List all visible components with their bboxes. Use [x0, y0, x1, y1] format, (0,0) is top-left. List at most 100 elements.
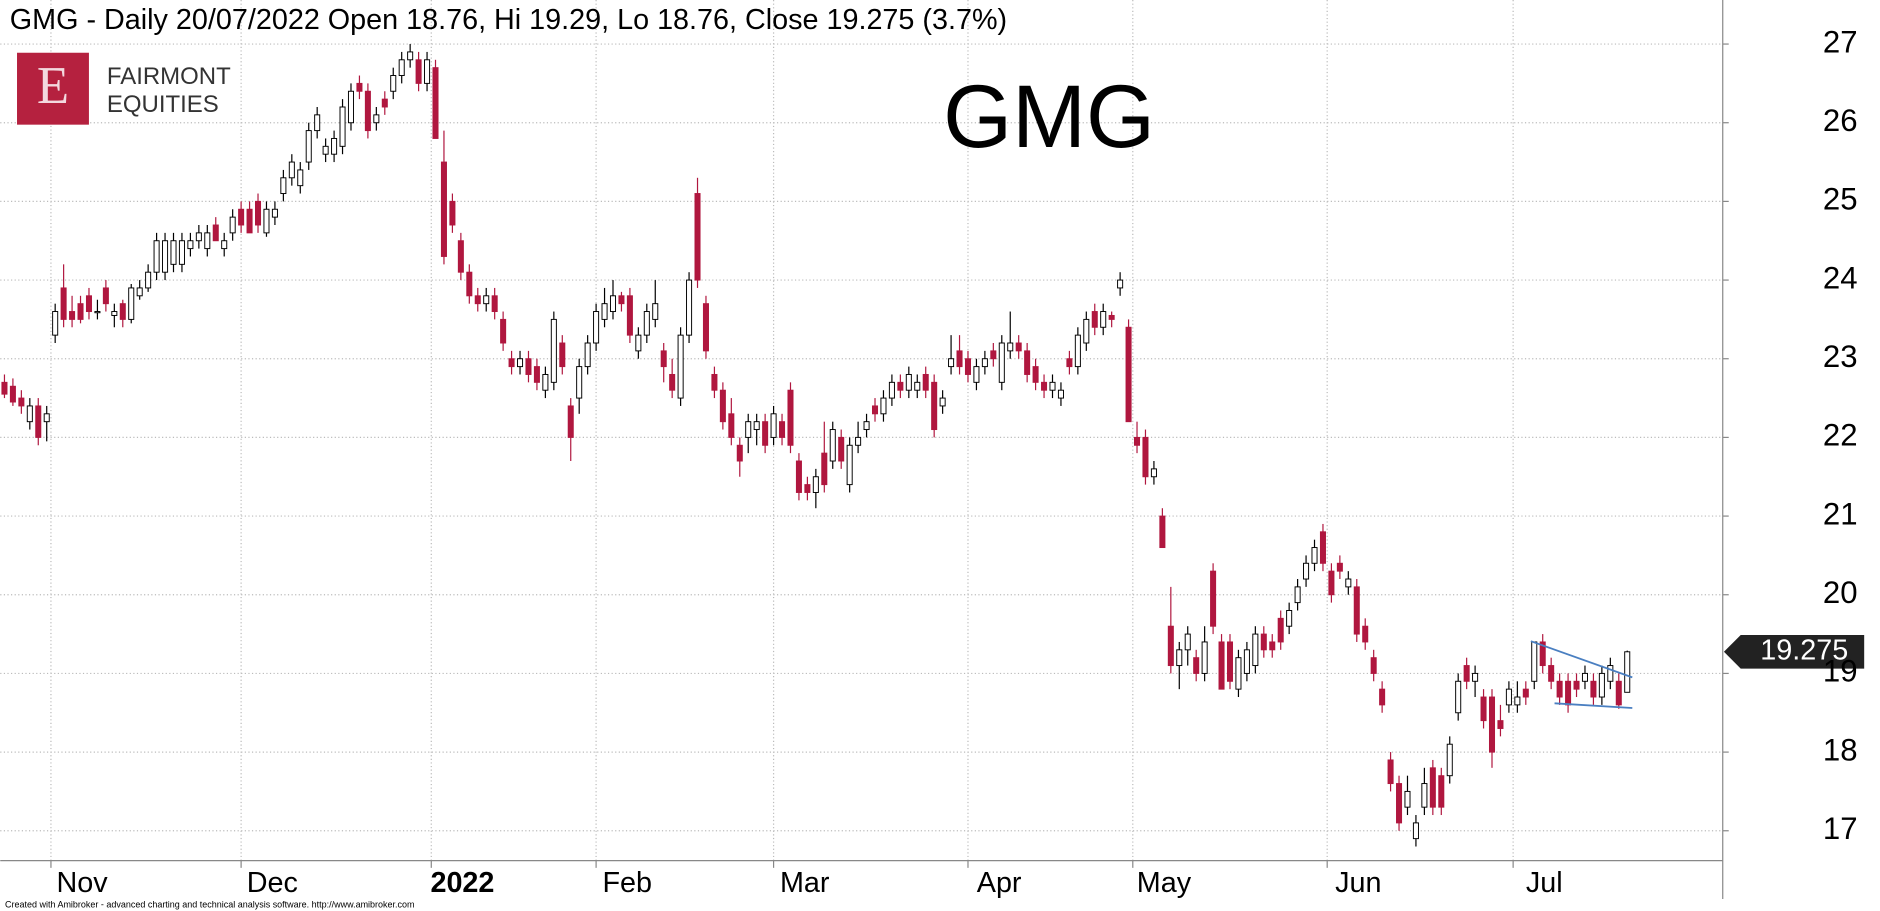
candle-body — [1235, 657, 1242, 690]
x-tick-label: Jun — [1335, 867, 1381, 899]
candle-body — [787, 389, 794, 446]
candle-body — [508, 358, 515, 368]
candle-body — [1159, 515, 1166, 549]
candle-body — [871, 405, 879, 415]
candle-body — [838, 436, 845, 462]
candle-body — [449, 200, 456, 226]
candle-body — [1336, 562, 1343, 572]
y-tick-label: 24 — [1823, 260, 1858, 295]
candle-body — [1074, 334, 1081, 368]
candle-body — [1345, 578, 1352, 588]
candle-body — [1083, 318, 1090, 344]
candle-body — [1488, 696, 1496, 753]
trendline — [1554, 702, 1633, 709]
candle-body — [263, 208, 270, 234]
candle-body — [1193, 657, 1200, 674]
candle-body — [1472, 672, 1479, 682]
candle-body — [964, 358, 971, 375]
candle-body — [677, 334, 684, 399]
candle-body — [1167, 625, 1174, 667]
candle-body — [331, 137, 338, 155]
candle-body — [931, 381, 938, 431]
candle-body — [1455, 680, 1462, 714]
candle-body — [762, 421, 769, 446]
x-tick-label: 2022 — [430, 867, 494, 899]
candle-body — [948, 358, 955, 368]
candle-body — [1269, 641, 1276, 651]
candle-body — [1125, 326, 1132, 423]
candle-body — [457, 240, 464, 273]
candle-body — [914, 381, 921, 391]
candle-body — [271, 208, 278, 218]
logo-text: EQUITIES — [107, 91, 219, 118]
candle-body — [1598, 672, 1605, 698]
candle-body — [643, 311, 650, 336]
candle-body — [432, 67, 439, 139]
candle-body — [1066, 358, 1073, 368]
candle-body — [669, 373, 676, 391]
candle-body — [1201, 641, 1208, 674]
candle-body — [1590, 680, 1597, 698]
candle-body — [846, 444, 853, 486]
candle-body — [1117, 279, 1124, 289]
annotation: GMG — [943, 67, 1155, 166]
candle-body — [1142, 436, 1149, 478]
candle-body — [280, 177, 287, 195]
candle-body — [1091, 311, 1098, 328]
candle-body — [398, 59, 405, 77]
candle-body — [178, 240, 185, 265]
candle-body — [474, 295, 481, 305]
candle-body — [990, 350, 997, 360]
candle-body — [888, 381, 895, 399]
candle-body — [1, 381, 8, 395]
candle-body — [728, 413, 735, 438]
x-tick-label: Mar — [780, 867, 830, 899]
candle-body — [390, 75, 397, 92]
candle-body — [533, 366, 540, 383]
candle-body — [821, 452, 828, 486]
candle-body — [1150, 468, 1157, 478]
candle-body — [1387, 759, 1394, 785]
candle-body — [153, 240, 160, 273]
logo-box — [17, 52, 89, 125]
candle-body — [1007, 342, 1014, 352]
candle-body — [795, 460, 802, 493]
candle-body — [52, 311, 59, 336]
x-tick-label: Apr — [977, 867, 1022, 899]
candle-body — [1032, 366, 1039, 383]
candle-body — [119, 303, 126, 320]
candle-body — [195, 232, 202, 242]
candle-body — [1412, 822, 1419, 840]
candle-body — [1108, 314, 1115, 320]
candle-body — [85, 295, 92, 313]
candle-body — [559, 342, 566, 368]
candle-body — [339, 106, 346, 147]
candle-body — [711, 373, 718, 391]
candle-body — [212, 224, 219, 242]
candle-body — [1303, 562, 1310, 580]
candle-body — [1319, 531, 1326, 564]
candle-body — [1531, 641, 1538, 682]
candle-body — [804, 484, 811, 493]
candle-body — [939, 397, 946, 407]
footer: Created with Amibroker - advanced charti… — [5, 899, 414, 909]
y-tick-label: 18 — [1823, 732, 1858, 767]
candle-body — [1565, 680, 1572, 706]
candle-body — [26, 405, 33, 423]
candle-body — [145, 271, 152, 289]
candle-body — [618, 295, 625, 305]
candle-body — [601, 303, 608, 320]
candle-body — [364, 90, 371, 132]
candle-body — [702, 303, 709, 352]
candle-body — [111, 311, 118, 316]
candle-body — [897, 381, 904, 391]
x-tick-label: Nov — [57, 867, 109, 899]
candle-body — [1404, 790, 1411, 808]
candle-body — [1607, 665, 1614, 682]
candle-body — [1226, 641, 1234, 682]
candle-body — [221, 240, 228, 250]
candle-body — [424, 59, 431, 84]
candle-body — [694, 193, 701, 281]
candle-body — [855, 436, 862, 446]
candle-body — [1218, 641, 1225, 690]
